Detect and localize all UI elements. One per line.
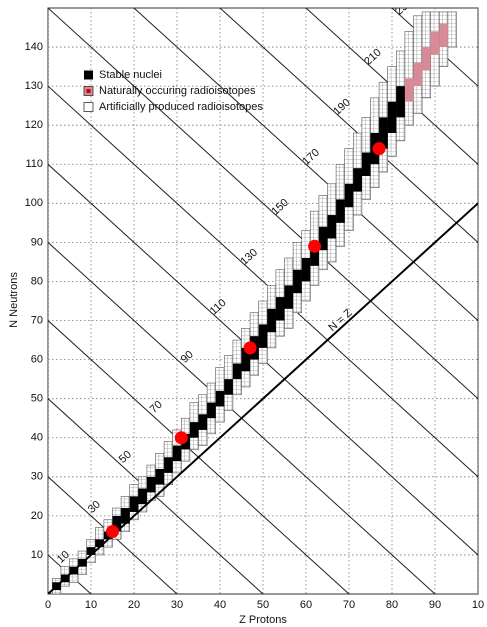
nuclide-band [353, 168, 362, 192]
highlight-point [372, 142, 386, 156]
nuclide-band [301, 258, 311, 282]
n-equals-z-line [48, 202, 478, 594]
x-tick-label: 10 [472, 599, 484, 611]
nuclide-band [267, 308, 276, 333]
y-tick-label: 140 [25, 41, 43, 53]
x-tick-label: 80 [386, 599, 398, 611]
y-tick-label: 90 [31, 236, 43, 248]
x-tick-label: 40 [214, 599, 226, 611]
x-tick-label: 10 [85, 599, 97, 611]
nuclide-band [293, 269, 302, 294]
nuclide-band [224, 379, 233, 395]
nuclide-band [112, 515, 122, 532]
x-tick-label: 50 [257, 599, 269, 611]
nuclide-band [241, 347, 251, 372]
nuclide-band [121, 508, 130, 524]
legend-swatch-inner [86, 89, 91, 93]
nuclide-band [198, 414, 208, 430]
legend-swatch [83, 102, 94, 112]
y-tick-label: 30 [31, 471, 43, 483]
nuclide-band [207, 402, 216, 419]
nuclide-band [95, 539, 104, 548]
nuclide-band [396, 86, 405, 118]
highlight-point [308, 239, 322, 253]
nuclide-band [430, 31, 440, 55]
x-tick-label: 0 [45, 599, 51, 611]
legend-label: Stable nuclei [99, 69, 162, 81]
nuclide-band [413, 62, 423, 87]
nuclide-band [146, 476, 156, 493]
nuclide-band [361, 152, 371, 176]
highlight-point [243, 341, 257, 355]
nuclide-band [404, 78, 414, 102]
y-tick-label: 110 [25, 158, 43, 170]
nuclide-band [379, 117, 388, 149]
x-axis-label: Z Protons [239, 614, 287, 626]
nuclide-band [387, 101, 397, 134]
x-tick-label: 90 [429, 599, 441, 611]
y-tick-label: 100 [25, 197, 43, 209]
y-tick-label: 80 [31, 275, 43, 287]
nuclide-band [172, 445, 182, 462]
y-tick-label: 120 [25, 119, 43, 131]
nuclide-band [447, 11, 457, 48]
nuclide-band [336, 199, 345, 223]
y-tick-label: 50 [31, 393, 43, 405]
y-tick-label: 60 [31, 354, 43, 366]
nuclide-band [155, 468, 165, 485]
nuclide-band [439, 23, 448, 48]
x-tick-label: 60 [300, 599, 312, 611]
nuclide-band [164, 457, 173, 473]
y-tick-label: 10 [31, 549, 43, 561]
y-tick-label: 40 [31, 432, 43, 444]
y-axis-label: N Neutrons [8, 272, 20, 328]
nuclide-band [215, 390, 225, 407]
nuclide-band [258, 324, 268, 348]
isobar-label: 230 [393, 0, 415, 18]
x-tick-label: 20 [128, 599, 140, 611]
highlight-point [106, 524, 119, 538]
nuclide-band [318, 226, 328, 251]
nuclide-band [284, 285, 294, 309]
legend-label: Naturally occuring radioisotopes [99, 85, 256, 97]
nuclide-band [422, 47, 431, 71]
x-tick-label: 30 [171, 599, 183, 611]
x-tick-label: 70 [343, 599, 355, 611]
y-tick-label: 20 [31, 510, 43, 522]
y-tick-label: 70 [31, 314, 43, 326]
nuclide-band [344, 183, 354, 208]
nuclide-band [189, 422, 199, 438]
highlight-point [174, 431, 188, 445]
nuclide-band [327, 215, 337, 239]
nuclide-band [86, 547, 96, 555]
nuclide-band [129, 496, 139, 512]
y-tick-label: 130 [25, 80, 43, 92]
nuclide-band [310, 242, 319, 266]
legend-label: Artificially produced radioisotopes [99, 101, 263, 113]
overlay: 0 10 20 30 40 50 60 70 80 90 10 10 20 30 40 50 60 70 80 90 1… [25, 41, 484, 611]
legend-swatch [84, 70, 93, 80]
nuclide-band [138, 488, 147, 505]
nuclide-band [232, 363, 242, 380]
nuclide-band [275, 297, 285, 321]
